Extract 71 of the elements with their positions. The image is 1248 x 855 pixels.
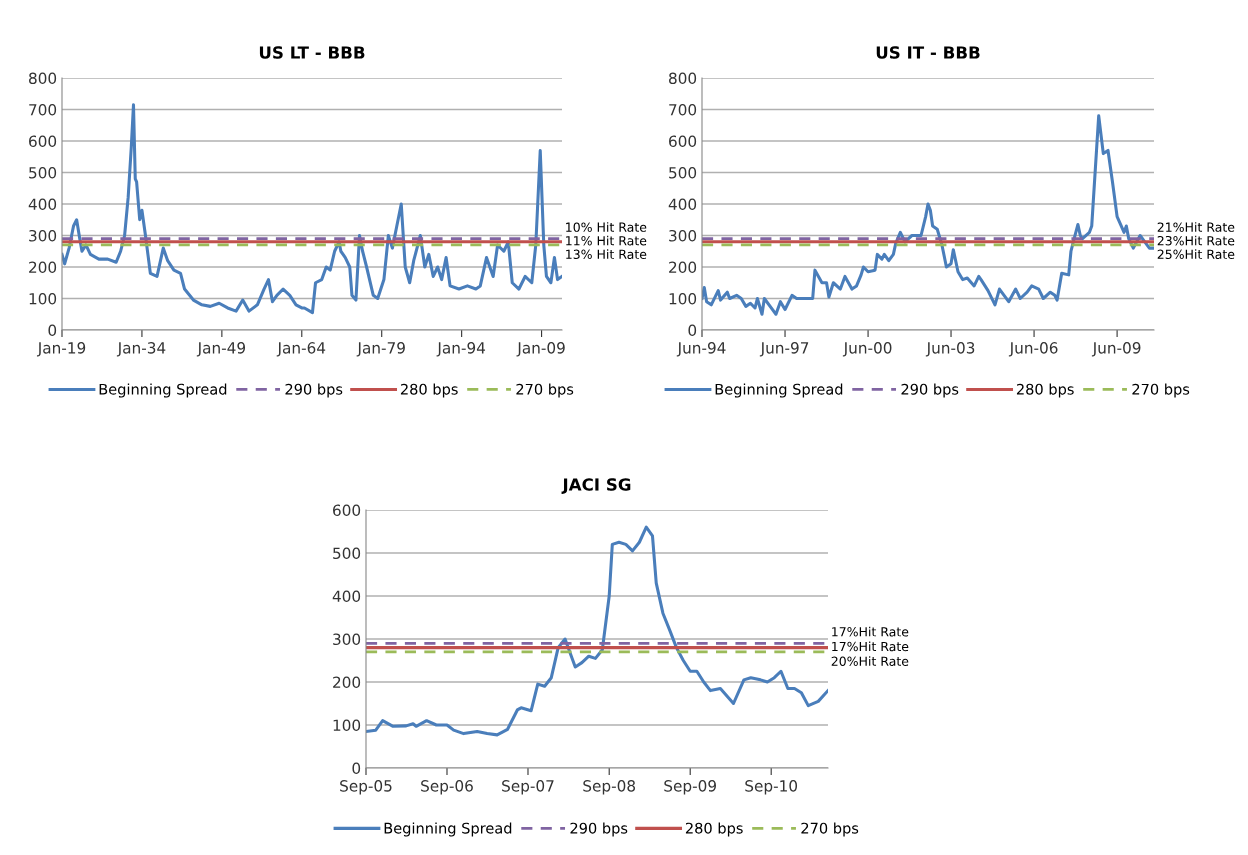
- legend-label: Beginning Spread: [99, 383, 227, 398]
- x-tick-label: Jan-34: [116, 342, 166, 357]
- y-tick-label: 200: [29, 261, 57, 274]
- y-tick-label: 400: [668, 198, 697, 211]
- x-tick-label: Sep-05: [340, 780, 392, 795]
- y-tick-label: 100: [333, 719, 361, 732]
- x-tick-label: Jun-00: [842, 342, 892, 357]
- x-tick-label: Jun-06: [1008, 342, 1058, 357]
- y-tick-label: 700: [29, 103, 57, 116]
- y-tick-label: 500: [333, 547, 361, 560]
- line-series: [702, 114, 1154, 316]
- y-tick-label: 600: [669, 135, 697, 148]
- y-tick-label: 400: [332, 590, 361, 603]
- line-series: [62, 103, 562, 315]
- annotation: 13% Hit Rate: [566, 249, 647, 259]
- y-tick-label: 0: [48, 324, 57, 337]
- x-tick-label: Sep-07: [502, 780, 554, 795]
- annotation: 20%Hit Rate: [831, 656, 909, 666]
- y-tick-label: 300: [333, 633, 361, 646]
- y-tick-label: 0: [688, 324, 697, 337]
- x-tick-label: Jan-49: [196, 342, 246, 357]
- chart-title: JACI SG: [561, 478, 631, 494]
- y-tick-label: 0: [352, 762, 361, 775]
- x-tick-label: Sep-09: [664, 780, 716, 795]
- x-tick-label: Jan-79: [356, 342, 405, 357]
- legend-label: 280 bps: [400, 383, 458, 398]
- y-tick-label: 200: [333, 676, 361, 689]
- y-tick-label: 800: [29, 72, 57, 85]
- annotation: 25%Hit Rate: [1157, 249, 1235, 259]
- x-tick-label: Sep-08: [583, 780, 636, 795]
- y-tick-label: 300: [29, 229, 57, 242]
- y-tick-label: 100: [669, 292, 697, 305]
- y-tick-label: 100: [29, 292, 57, 305]
- annotation: 21%Hit Rate: [1157, 222, 1235, 232]
- legend-label: 270 bps: [801, 822, 859, 837]
- legend-label: Beginning Spread: [384, 822, 512, 837]
- annotation: 10% Hit Rate: [566, 222, 647, 232]
- x-tick-label: Jan-19: [36, 342, 86, 357]
- x-tick-label: Sep-10: [745, 780, 798, 795]
- y-tick-label: 800: [669, 72, 697, 85]
- legend-label: 270 bps: [516, 383, 574, 398]
- x-tick-label: Jun-03: [925, 342, 975, 357]
- y-tick-label: 500: [669, 166, 697, 179]
- annotation: 11% Hit Rate: [566, 235, 647, 246]
- y-tick-label: 400: [28, 198, 57, 211]
- y-tick-label: 500: [29, 166, 57, 179]
- x-tick-label: Sep-06: [421, 780, 473, 795]
- x-tick-label: Jun-09: [1091, 342, 1141, 357]
- legend-label: Beginning Spread: [715, 383, 843, 398]
- legend-label: 290 bps: [901, 383, 959, 398]
- legend-label: 270 bps: [1132, 383, 1190, 398]
- annotation: 17%Hit Rate: [832, 626, 909, 637]
- legend-label: 280 bps: [685, 822, 743, 837]
- y-tick-label: 700: [669, 103, 697, 116]
- y-tick-label: 200: [669, 261, 697, 274]
- y-tick-label: 600: [333, 504, 361, 517]
- x-tick-label: Jun-97: [759, 342, 809, 357]
- x-tick-label: Jan-64: [276, 342, 326, 357]
- legend-label: 280 bps: [1016, 383, 1074, 398]
- chart-title: US LT - BBB: [259, 46, 365, 59]
- annotation: 17%Hit Rate: [832, 641, 909, 652]
- chart-title: US IT - BBB: [876, 46, 980, 59]
- x-tick-label: Jun-94: [676, 342, 726, 357]
- y-tick-label: 300: [669, 229, 697, 242]
- annotation: 23%Hit Rate: [1157, 235, 1235, 246]
- line-series: [366, 525, 828, 737]
- legend-label: 290 bps: [285, 383, 343, 398]
- legend-label: 290 bps: [570, 822, 628, 837]
- y-tick-label: 600: [29, 135, 57, 148]
- x-tick-label: Jan-09: [516, 342, 565, 357]
- x-tick-label: Jan-94: [436, 342, 486, 357]
